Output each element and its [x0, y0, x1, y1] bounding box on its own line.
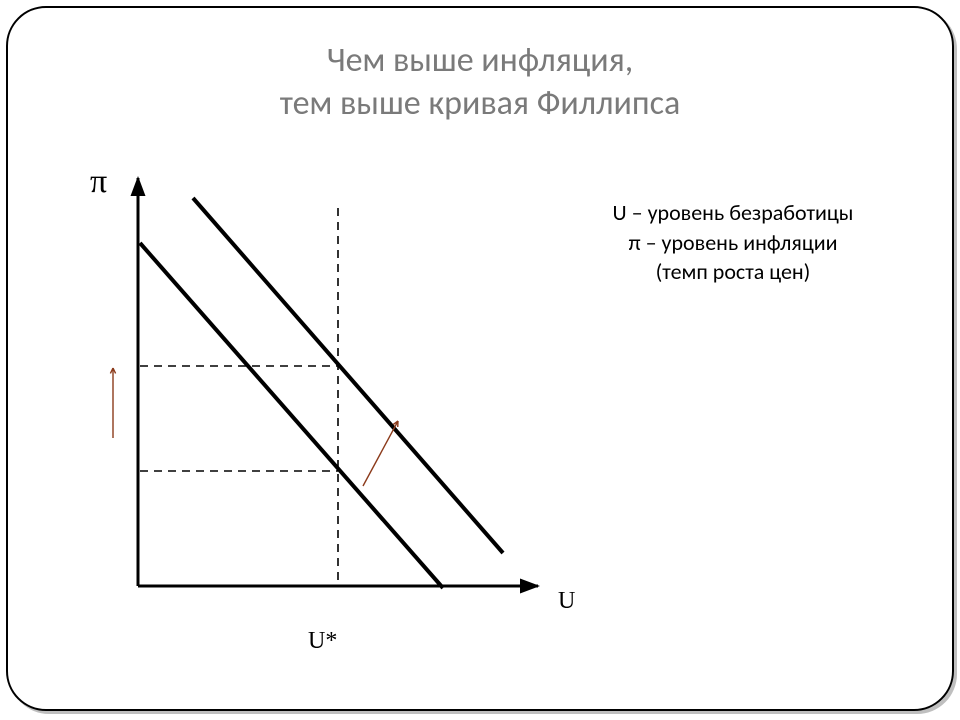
legend-u: U – уровень безработицы [568, 198, 898, 228]
pi-axis-label: π [90, 163, 107, 201]
legend: U – уровень безработицы π – уровень инфл… [568, 198, 898, 287]
ustar-label: U* [308, 628, 337, 655]
legend-pi: π – уровень инфляции [568, 228, 898, 258]
phillips-chart [8, 8, 954, 711]
u-axis-label: U [558, 588, 575, 615]
legend-pi-sub: (темп роста цен) [568, 257, 898, 287]
slide-frame: Чем выше инфляция, тем выше кривая Филли… [6, 6, 954, 711]
